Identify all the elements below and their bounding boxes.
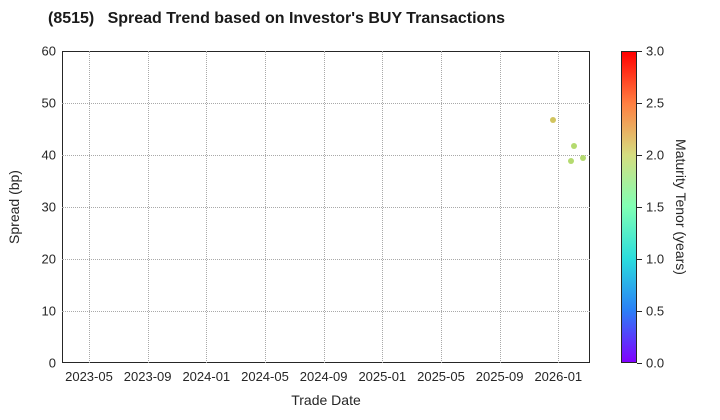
y-tick-label: 30: [41, 199, 56, 215]
y-tick-label: 40: [41, 147, 56, 163]
gridline-vertical: [382, 51, 384, 363]
gridline-horizontal: [62, 311, 590, 312]
y-tick-label: 10: [41, 303, 56, 319]
colorbar-tick-label: 0.5: [646, 303, 665, 319]
x-tick-label: 2024-05: [241, 369, 289, 384]
gridline-vertical: [264, 51, 266, 363]
y-tick-label: 60: [41, 43, 56, 59]
scatter-point: [579, 155, 586, 162]
colorbar-tick-label: 2.0: [646, 147, 665, 163]
y-axis-label: Spread (bp): [6, 170, 22, 244]
colorbar-tick-label: 0.0: [646, 355, 665, 371]
y-tick-label: 0: [48, 355, 56, 371]
colorbar-tick: [637, 103, 642, 104]
x-tick-label: 2025-01: [358, 369, 407, 384]
gridline-horizontal: [62, 207, 590, 208]
colorbar-tick: [637, 363, 642, 364]
colorbar-tick-label: 1.5: [646, 199, 665, 215]
x-tick-label: 2024-01: [182, 369, 231, 384]
scatter-point: [571, 143, 578, 150]
gridline-vertical: [499, 51, 501, 363]
x-axis-label: Trade Date: [291, 392, 361, 408]
y-tick-label: 20: [41, 251, 56, 267]
gridline-vertical: [88, 51, 90, 363]
colorbar-tick: [637, 259, 642, 260]
gridline-vertical: [440, 51, 442, 363]
colorbar-tick: [637, 311, 642, 312]
colorbar-tick: [637, 51, 642, 52]
colorbar-tick-label: 3.0: [646, 43, 665, 59]
colorbar: [621, 51, 637, 363]
colorbar-tick-label: 1.0: [646, 251, 665, 267]
gridline-vertical: [206, 51, 208, 363]
gridline-vertical: [558, 51, 560, 363]
scatter-point: [550, 116, 557, 123]
colorbar-tick: [637, 207, 642, 208]
x-tick-label: 2026-01: [534, 369, 583, 384]
x-tick-label: 2025-09: [475, 369, 524, 384]
gridline-vertical: [323, 51, 325, 363]
colorbar-tick: [637, 155, 642, 156]
colorbar-tick-label: 2.5: [646, 95, 665, 111]
scatter-point: [567, 158, 574, 165]
x-tick-label: 2023-09: [123, 369, 172, 384]
gridline-horizontal: [62, 155, 590, 156]
gridline-vertical: [147, 51, 149, 363]
x-tick-label: 2025-05: [417, 369, 465, 384]
gridline-horizontal: [62, 259, 590, 260]
colorbar-label: Maturity Tenor (years): [673, 139, 689, 275]
y-tick-label: 50: [41, 95, 56, 111]
x-tick-label: 2024-09: [299, 369, 348, 384]
x-tick-label: 2023-05: [65, 369, 113, 384]
chart-title: (8515) Spread Trend based on Investor's …: [48, 10, 505, 27]
gridline-horizontal: [62, 103, 590, 104]
